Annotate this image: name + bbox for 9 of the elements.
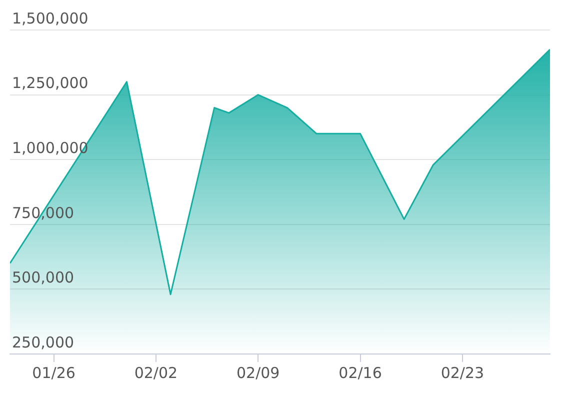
x-tick-label: 02/09 bbox=[236, 364, 280, 382]
y-tick-label: 1,500,000 bbox=[12, 9, 88, 28]
y-tick-label: 1,250,000 bbox=[12, 74, 88, 92]
y-tick-label: 500,000 bbox=[12, 268, 74, 287]
x-tick-label: 02/16 bbox=[338, 364, 382, 382]
x-tick-label: 02/23 bbox=[440, 364, 484, 382]
x-tick-label: 01/26 bbox=[32, 364, 76, 382]
y-tick-label: 250,000 bbox=[12, 333, 74, 352]
x-tick-label: 02/02 bbox=[134, 364, 178, 382]
